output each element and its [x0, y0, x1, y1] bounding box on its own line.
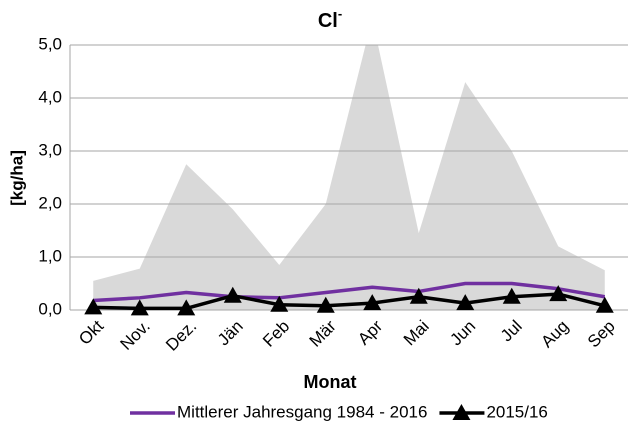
marker: [130, 299, 149, 316]
y-tick-label: 5,0: [38, 34, 62, 53]
y-tick-label: 0,0: [38, 299, 62, 318]
x-tick-label: Mai: [400, 317, 433, 350]
x-tick-label: Sep: [584, 317, 619, 352]
legend-label: 2015/16: [486, 402, 547, 421]
x-tick-label: Jun: [446, 317, 479, 350]
y-tick-label: 1,0: [38, 246, 62, 265]
title-main: Cl: [318, 10, 338, 32]
x-tick-label: Dez.: [162, 317, 200, 355]
x-tick-label: Jul: [497, 317, 526, 346]
range-area: [93, 45, 605, 310]
y-tick-label: 4,0: [38, 87, 62, 106]
x-axis-title: Monat: [304, 372, 357, 392]
marker: [84, 298, 103, 315]
legend-marker: [452, 404, 471, 420]
marker: [502, 287, 521, 304]
legend-label: Mittlerer Jahresgang 1984 - 2016: [177, 402, 427, 421]
x-tick-label: Aug: [537, 317, 572, 352]
marker: [270, 295, 289, 312]
marker: [177, 299, 196, 316]
x-tick-label: Okt: [75, 316, 107, 348]
x-tick-label: Nov.: [116, 317, 153, 354]
x-tick-label: Jän: [214, 317, 247, 350]
marker: [595, 296, 614, 313]
x-tick-label: Mär: [306, 316, 340, 350]
chart-title: Cl-: [318, 6, 342, 32]
series-line: [93, 281, 606, 303]
y-tick-label: 3,0: [38, 140, 62, 159]
title-superscript: -: [338, 6, 342, 21]
x-tick-label: Apr: [354, 316, 386, 348]
x-tick-label: Feb: [259, 317, 293, 351]
y-tick-label: 2,0: [38, 193, 62, 212]
marker: [409, 287, 428, 304]
series-line: [93, 292, 606, 311]
marker: [456, 294, 475, 311]
y-axis-title: [kg/ha]: [7, 150, 26, 206]
marker: [363, 294, 382, 311]
marker: [223, 286, 242, 303]
marker: [549, 285, 568, 302]
marker: [316, 296, 335, 313]
